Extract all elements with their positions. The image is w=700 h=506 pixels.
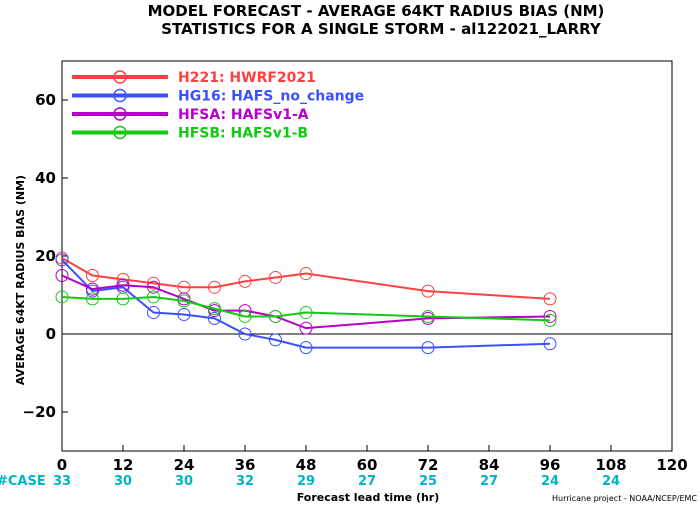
- x-tick-label: 60: [357, 456, 378, 474]
- legend-item-hfsa: HFSA: HAFSv1-A: [72, 107, 309, 123]
- case-count-value: 27: [480, 474, 498, 489]
- series-hfsb: [55, 290, 557, 327]
- legend-label: HFSB: HAFSv1-B: [178, 126, 308, 142]
- data-point: [116, 278, 130, 292]
- data-point: [86, 269, 99, 282]
- legend-marker: [113, 88, 127, 103]
- data-point: [55, 253, 69, 267]
- case-count-value: 24: [541, 474, 559, 489]
- data-point: [55, 290, 69, 304]
- case-count-value: 30: [175, 474, 193, 489]
- x-tick-label: 0: [57, 456, 67, 474]
- data-point: [543, 313, 557, 327]
- data-point: [238, 327, 252, 341]
- x-tick-label: 84: [479, 456, 500, 474]
- data-point: [421, 341, 435, 355]
- case-count-value: 27: [358, 474, 376, 489]
- x-tick-label: 120: [656, 456, 687, 474]
- case-count-value: 25: [419, 474, 437, 489]
- data-point: [147, 280, 160, 294]
- data-point: [543, 309, 557, 323]
- series-line: [61, 295, 551, 322]
- series-line: [61, 274, 551, 330]
- x-tick-label: 48: [296, 456, 317, 474]
- case-count-value: 33: [53, 474, 71, 489]
- case-count-value: 29: [297, 474, 315, 489]
- data-point: [269, 309, 282, 323]
- x-tick-label: 36: [235, 456, 256, 474]
- chart-subtitle: STATISTICS FOR A SINGLE STORM - al122021…: [161, 20, 602, 38]
- data-point: [299, 341, 313, 355]
- data-point: [208, 311, 221, 325]
- legend-label: HG16: HAFS_no_change: [178, 89, 364, 105]
- x-tick-label: 24: [174, 456, 195, 474]
- data-point: [238, 309, 252, 323]
- x-tick-label: 12: [113, 456, 134, 474]
- data-point: [177, 308, 191, 321]
- y-axis-label: AVERAGE 64KT RADIUS BIAS (NM): [14, 175, 27, 385]
- x-tick-label: 108: [595, 456, 626, 474]
- case-counts: 33 30 30 32 29 27 25 27 24 24: [53, 474, 620, 489]
- data-point: [208, 302, 221, 316]
- legend-item-h221: H221: HWRF2021: [72, 70, 316, 86]
- credit-text: Hurricane project - NOAA/NCEP/EMC: [552, 494, 697, 503]
- data-point: [147, 276, 160, 290]
- data-point: [543, 337, 557, 351]
- data-point: [55, 269, 69, 282]
- legend: H221: HWRF2021 HG16: HAFS_no_change HFSA: …: [72, 70, 364, 142]
- legend-marker: [113, 125, 127, 140]
- data-point: [421, 309, 435, 323]
- data-point: [147, 306, 160, 320]
- data-point: [421, 284, 435, 298]
- case-count-value: 30: [114, 474, 132, 489]
- legend-label: HFSA: HAFSv1-A: [178, 107, 309, 123]
- y-axis: −20 0 20 40 60: [23, 91, 68, 421]
- series-line: [61, 259, 551, 349]
- data-point: [116, 292, 130, 306]
- y-tick-label: 20: [35, 247, 56, 265]
- y-tick-label: 0: [46, 325, 56, 343]
- data-point: [86, 282, 99, 296]
- data-point: [543, 292, 557, 306]
- data-point: [177, 294, 191, 308]
- plot-frame: [61, 60, 673, 452]
- series-hg16: [55, 253, 557, 355]
- data-point: [299, 306, 313, 320]
- series-line: [61, 257, 551, 300]
- case-count-label: #CASE: [0, 474, 46, 489]
- data-point: [238, 274, 252, 288]
- legend-marker: [113, 70, 127, 84]
- data-point: [147, 290, 160, 304]
- x-tick-label: 96: [540, 456, 561, 474]
- case-count-value: 32: [236, 474, 254, 489]
- series-h221: [55, 251, 557, 306]
- x-tick-label: 72: [418, 456, 439, 474]
- data-point: [208, 280, 221, 294]
- chart-title: MODEL FORECAST - AVERAGE 64KT RADIUS BIA…: [148, 2, 605, 20]
- series-layer: [55, 251, 557, 355]
- legend-marker: [113, 107, 127, 121]
- legend-item-hfsb: HFSB: HAFSv1-B: [72, 126, 308, 142]
- x-axis: 0 12 24 36 48 60 72 84 96 108 120: [57, 445, 688, 474]
- data-point: [299, 321, 313, 335]
- x-axis-label: Forecast lead time (hr): [297, 491, 440, 504]
- data-point: [299, 267, 313, 281]
- y-tick-label: 40: [35, 169, 56, 187]
- legend-label: H221: HWRF2021: [178, 70, 316, 86]
- y-tick-label: 60: [35, 91, 56, 109]
- data-point: [269, 270, 282, 284]
- y-tick-label: −20: [23, 403, 56, 421]
- data-point: [86, 292, 99, 306]
- legend-item-hg16: HG16: HAFS_no_change: [72, 89, 364, 105]
- case-count-value: 24: [602, 474, 620, 489]
- data-point: [269, 333, 282, 347]
